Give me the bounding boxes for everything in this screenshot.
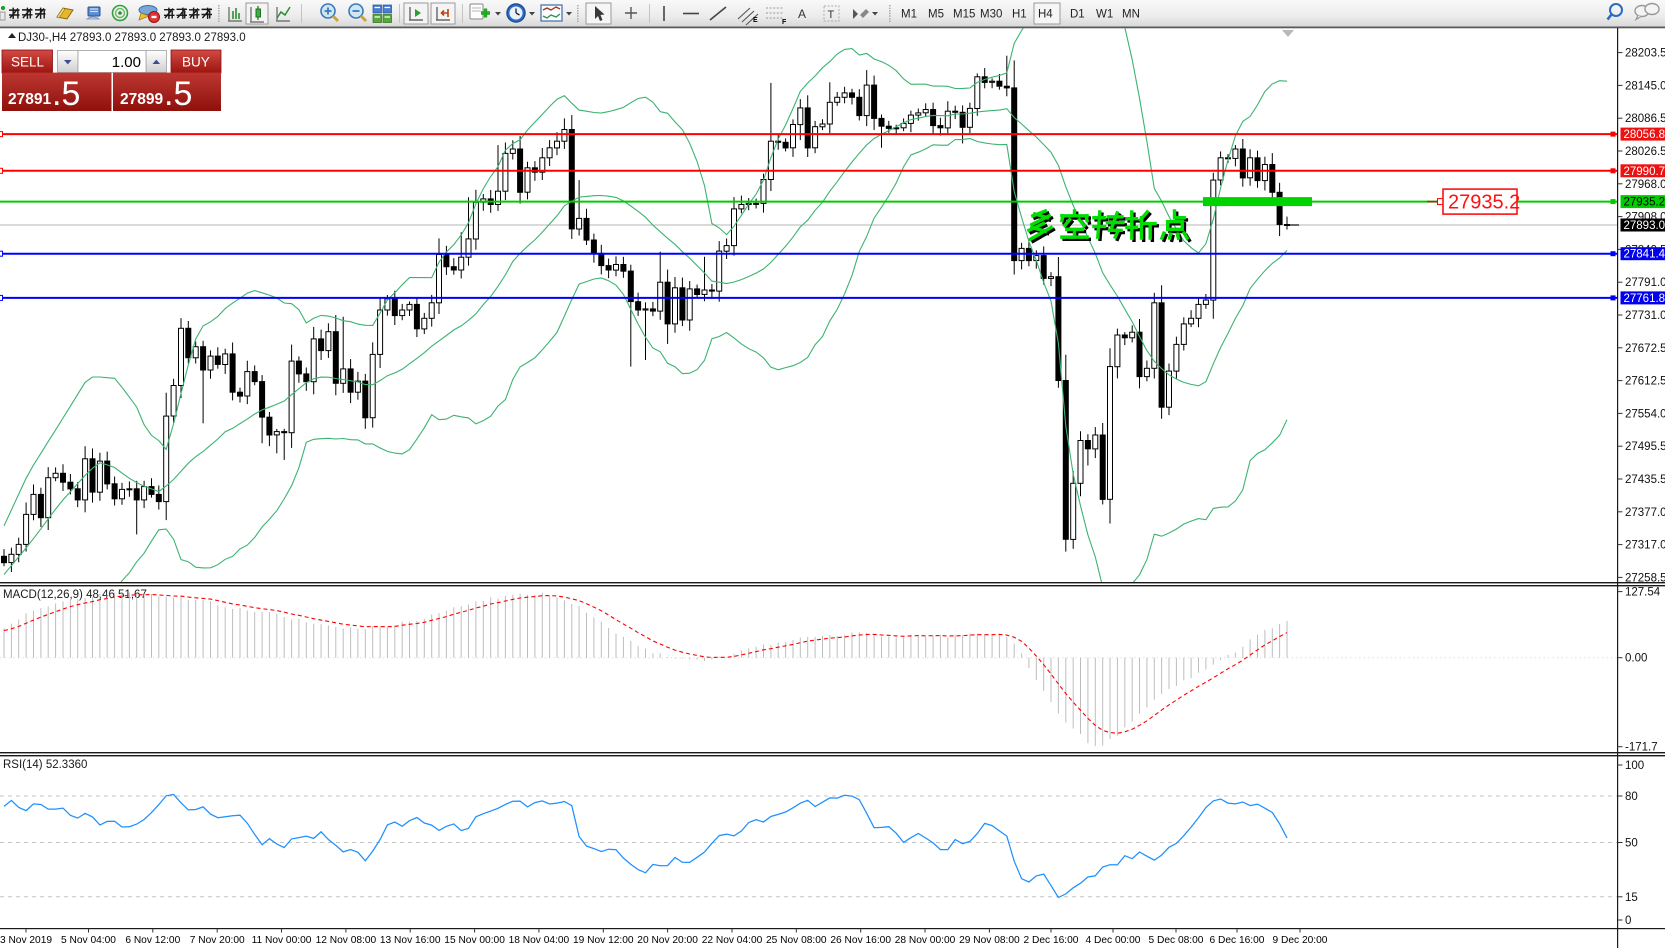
svg-text:3 Nov 2019: 3 Nov 2019: [0, 935, 52, 946]
svg-text:4 Dec 00:00: 4 Dec 00:00: [1086, 935, 1141, 946]
svg-text:W1: W1: [1096, 9, 1113, 21]
svg-text:27731.0: 27731.0: [1625, 310, 1665, 322]
svg-text:T: T: [828, 9, 835, 21]
svg-text:F: F: [782, 19, 787, 26]
svg-text:27899: 27899: [120, 91, 163, 108]
svg-text:28086.5: 28086.5: [1625, 113, 1665, 125]
svg-text:2 Dec 16:00: 2 Dec 16:00: [1024, 935, 1079, 946]
svg-text:27317.0: 27317.0: [1625, 540, 1665, 552]
svg-text:DJ30-,H4 27893.0 27893.0 2789: DJ30-,H4 27893.0 27893.0 27893.0 27893.0: [18, 32, 246, 44]
svg-text:27990.7: 27990.7: [1624, 166, 1665, 178]
svg-text:27495.5: 27495.5: [1625, 441, 1665, 453]
svg-text:20 Nov 20:00: 20 Nov 20:00: [637, 935, 698, 946]
svg-text:E: E: [753, 17, 758, 24]
svg-text:15 Nov 00:00: 15 Nov 00:00: [444, 935, 505, 946]
svg-text:0.00: 0.00: [1625, 653, 1647, 665]
svg-text:22 Nov 04:00: 22 Nov 04:00: [702, 935, 763, 946]
svg-text:18 Nov 04:00: 18 Nov 04:00: [509, 935, 570, 946]
svg-text:13 Nov 16:00: 13 Nov 16:00: [380, 935, 441, 946]
svg-text:SELL: SELL: [11, 55, 45, 70]
svg-text:28056.8: 28056.8: [1624, 129, 1665, 141]
svg-text:M15: M15: [953, 9, 975, 21]
svg-text:27258.5: 27258.5: [1625, 572, 1665, 584]
svg-text:50: 50: [1625, 838, 1638, 850]
svg-text:100: 100: [1625, 760, 1644, 772]
svg-text:19 Nov 12:00: 19 Nov 12:00: [573, 935, 634, 946]
svg-text:6 Dec 16:00: 6 Dec 16:00: [1210, 935, 1265, 946]
svg-text:27935.2: 27935.2: [1448, 192, 1520, 214]
svg-text:-171.7: -171.7: [1625, 742, 1658, 754]
svg-text:9 Dec 20:00: 9 Dec 20:00: [1273, 935, 1328, 946]
svg-text:11 Nov 00:00: 11 Nov 00:00: [252, 935, 312, 946]
svg-text:A: A: [798, 7, 806, 21]
svg-text:27672.5: 27672.5: [1625, 343, 1665, 355]
svg-text:M5: M5: [928, 9, 944, 21]
svg-text:127.54: 127.54: [1625, 587, 1661, 599]
svg-text:26 Nov 16:00: 26 Nov 16:00: [830, 935, 891, 946]
svg-text:27935.2: 27935.2: [1624, 197, 1665, 209]
svg-text:.5: .5: [164, 75, 192, 113]
svg-text:BUY: BUY: [182, 55, 210, 70]
svg-text:5 Nov 04:00: 5 Nov 04:00: [61, 935, 116, 946]
svg-text:27435.5: 27435.5: [1625, 474, 1665, 486]
svg-text:RSI(14) 52.3360: RSI(14) 52.3360: [3, 759, 87, 771]
svg-text:28 Nov 00:00: 28 Nov 00:00: [895, 935, 956, 946]
svg-text:M30: M30: [980, 9, 1002, 21]
svg-text:MACD(12,26,9) 48,46 51,67: MACD(12,26,9) 48,46 51,67: [3, 589, 147, 601]
svg-text:27893.0: 27893.0: [1624, 220, 1665, 232]
svg-text:28203.5: 28203.5: [1625, 48, 1665, 60]
svg-text:5 Dec 08:00: 5 Dec 08:00: [1149, 935, 1204, 946]
svg-text:27891: 27891: [8, 91, 51, 108]
svg-text:27841.4: 27841.4: [1624, 249, 1665, 261]
svg-text:27761.8: 27761.8: [1624, 293, 1665, 305]
svg-text:12 Nov 08:00: 12 Nov 08:00: [316, 935, 377, 946]
svg-text:25 Nov 08:00: 25 Nov 08:00: [766, 935, 827, 946]
svg-text:.5: .5: [52, 75, 80, 113]
svg-text:6 Nov 12:00: 6 Nov 12:00: [125, 935, 180, 946]
svg-text:H4: H4: [1038, 9, 1053, 21]
svg-text:M1: M1: [901, 9, 917, 21]
svg-text:15: 15: [1625, 892, 1638, 904]
svg-text:27612.5: 27612.5: [1625, 376, 1665, 388]
svg-text:27554.0: 27554.0: [1625, 408, 1665, 420]
svg-text:27791.0: 27791.0: [1625, 277, 1665, 289]
svg-text:H1: H1: [1012, 9, 1027, 21]
svg-text:D1: D1: [1070, 9, 1085, 21]
svg-text:28145.0: 28145.0: [1625, 80, 1665, 92]
svg-text:7 Nov 20:00: 7 Nov 20:00: [190, 935, 245, 946]
svg-text:28026.5: 28026.5: [1625, 146, 1665, 158]
svg-text:1.00: 1.00: [112, 54, 141, 71]
svg-text:0: 0: [1625, 915, 1631, 927]
svg-text:27377.0: 27377.0: [1625, 507, 1665, 519]
svg-text:27968.0: 27968.0: [1625, 179, 1665, 191]
svg-text:29 Nov 08:00: 29 Nov 08:00: [959, 935, 1020, 946]
svg-text:MN: MN: [1122, 9, 1140, 21]
svg-text:80: 80: [1625, 791, 1638, 803]
